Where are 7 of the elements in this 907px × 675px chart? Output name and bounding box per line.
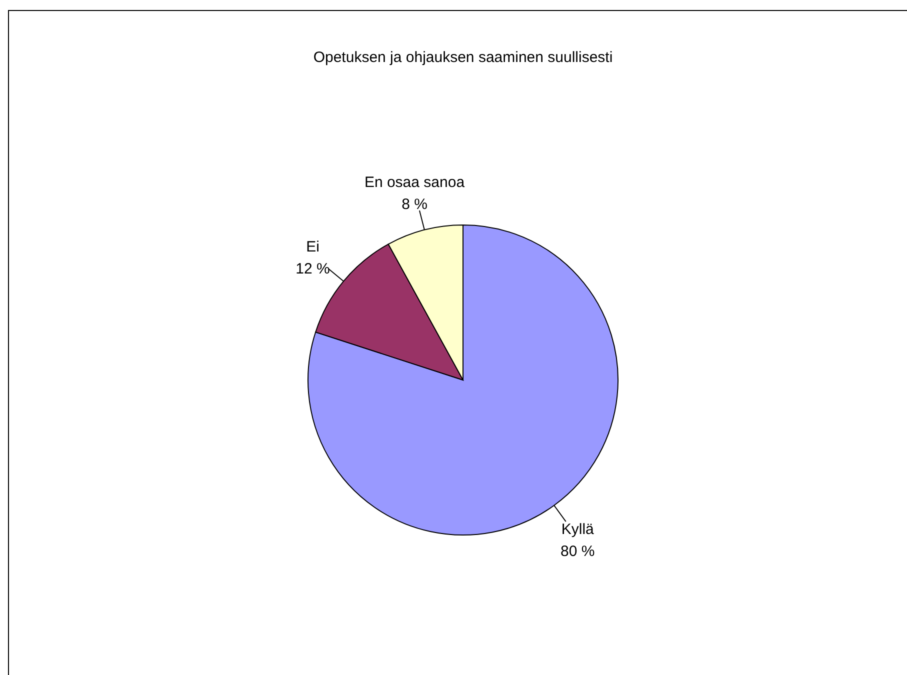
chart-title: Opetuksen ja ohjauksen saaminen suullisesti [313, 49, 613, 66]
slice-label: Ei [306, 238, 320, 256]
slice-label: En osaa sanoa [364, 174, 466, 192]
data-label: 12 % [296, 260, 330, 278]
data-label: 8 % [402, 196, 428, 214]
slice-label: Kyllä [561, 520, 595, 538]
data-label: 80 % [560, 542, 595, 560]
